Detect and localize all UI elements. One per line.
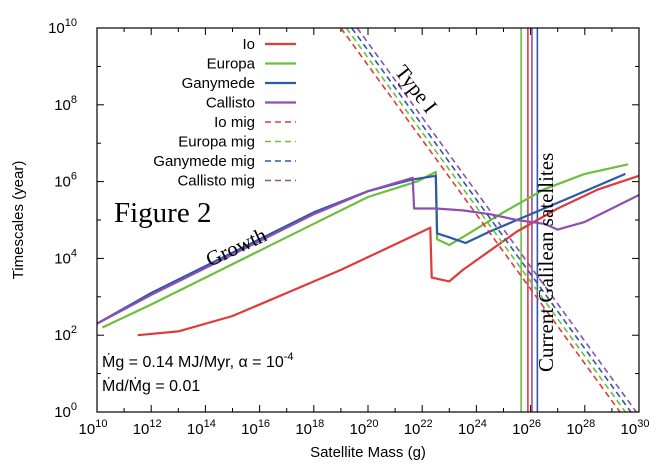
series-europa	[101, 163, 629, 329]
x-tick-label: 1020	[350, 418, 379, 438]
eq1-text: Ṁg = 0.14 MJ/Myr, α = 10	[102, 352, 284, 371]
x-tick-label: 1016	[241, 418, 270, 438]
y-tick-label: 108	[54, 94, 77, 114]
x-tick-label: 1030	[621, 418, 650, 438]
y-tick-label: 106	[54, 171, 77, 191]
plot-frame	[96, 27, 640, 413]
y-tick-label: 104	[54, 247, 77, 267]
accretion-ratio-equation: Ṁd/Ṁg = 0.01	[102, 376, 200, 395]
y-tick-label: 102	[54, 324, 77, 344]
current-galilean-annotation: Current Galilean satellites	[534, 153, 558, 372]
series-callisto	[97, 176, 639, 325]
legend-label: Ganymede	[182, 75, 255, 92]
x-tick-label: 1022	[404, 418, 433, 438]
series-europa-mig	[345, 28, 627, 412]
legend-label: Callisto mig	[177, 173, 255, 190]
legend-label: Io	[242, 36, 255, 53]
x-tick-label: 1024	[458, 418, 487, 438]
legend-label: Callisto	[206, 95, 255, 112]
eq1-exponent: -4	[284, 351, 294, 363]
legend-label: Europa	[207, 56, 256, 73]
series-layer	[97, 28, 639, 412]
figure-label: Figure 2	[114, 197, 211, 229]
y-tick-label: 1010	[48, 17, 77, 37]
tick-labels: 1010 1012 1014 1016 1018 1020 1022 1024 1026 1028…	[48, 17, 649, 438]
x-tick-label: 1018	[295, 418, 324, 438]
series-io	[137, 174, 639, 337]
legend-label: Europa mig	[178, 134, 255, 151]
x-tick-label: 1010	[79, 418, 108, 438]
x-tick-label: 1028	[566, 418, 595, 438]
x-tick-label: 1026	[512, 418, 541, 438]
series-callisto-mig	[356, 28, 637, 412]
accretion-rate-equation: Ṁg = 0.14 MJ/Myr, α = 10-4	[102, 351, 294, 371]
y-tick-label: 100	[54, 401, 77, 421]
x-tick-label: 1012	[133, 418, 162, 438]
legend-label: Io mig	[214, 114, 255, 131]
axis-ticks	[96, 27, 640, 413]
y-axis-title: Timescales (year)	[10, 161, 27, 280]
legend-label: Ganymede mig	[153, 153, 255, 170]
legend: Io Europa Ganymede Callisto Io mig Europa mig…	[153, 36, 296, 190]
x-tick-label: 1014	[187, 418, 216, 438]
x-axis-title: Satellite Mass (g)	[310, 444, 426, 461]
series-io-mig	[340, 28, 621, 412]
series-ganymede-mig	[351, 28, 632, 412]
